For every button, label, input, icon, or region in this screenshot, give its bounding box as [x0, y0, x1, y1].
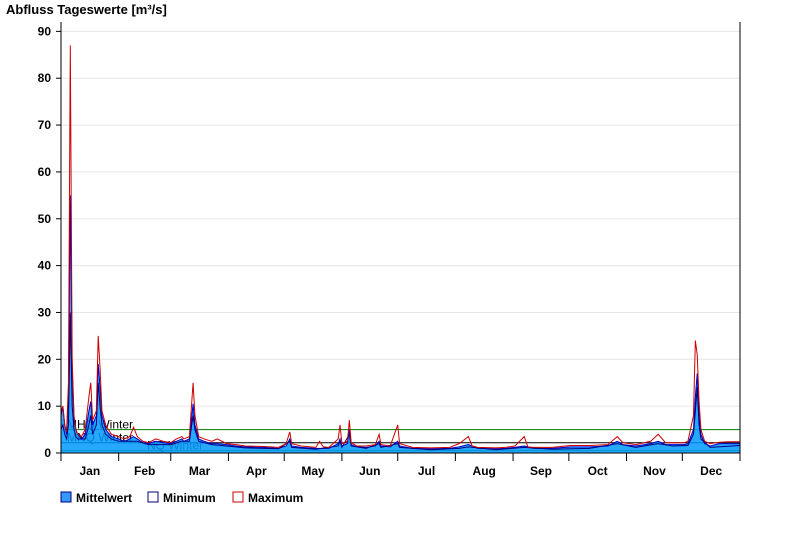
x-tick-label: Jul — [418, 464, 435, 478]
series-line-minimum — [60, 312, 741, 451]
legend-label: Maximum — [248, 491, 303, 505]
grid-lines — [61, 30, 740, 407]
x-tick-label: Aug — [473, 464, 496, 478]
x-tick-label: Sep — [530, 464, 552, 478]
legend: Mittelwert Minimum Maximum — [60, 491, 303, 505]
x-tick-label: Oct — [588, 464, 608, 478]
axes — [60, 22, 741, 454]
x-tick-label: Dec — [700, 464, 722, 478]
y-tick-label: 20 — [38, 352, 52, 366]
x-tick-label: Apr — [246, 464, 267, 478]
y-tick-label: 90 — [38, 24, 52, 38]
x-axis-ticks: Jan Feb Mar Apr May Jun Jul Aug Sep Oct Nov Dec — [60, 453, 741, 478]
legend-swatch — [147, 491, 159, 503]
x-tick-label: Jun — [359, 464, 380, 478]
series-area-mittelwert — [60, 195, 741, 454]
y-axis-ticks: 0 10 20 30 40 50 60 70 80 90 — [38, 24, 61, 460]
y-tick-label: 40 — [38, 259, 52, 273]
legend-label: Minimum — [163, 491, 216, 505]
x-tick-label: Feb — [134, 464, 155, 478]
x-tick-label: Mar — [189, 464, 211, 478]
y-tick-label: 50 — [38, 212, 52, 226]
legend-swatch — [60, 491, 72, 503]
y-tick-label: 0 — [44, 446, 51, 460]
chart-title: Abfluss Tageswerte [m³/s] — [6, 2, 167, 17]
x-tick-label: Nov — [643, 464, 666, 478]
y-tick-label: 60 — [38, 165, 52, 179]
x-tick-label: Jan — [79, 464, 100, 478]
legend-label: Mittelwert — [76, 491, 132, 505]
series-layer — [60, 45, 741, 454]
y-tick-label: 10 — [38, 399, 52, 413]
series-line-maximum — [60, 45, 740, 449]
y-tick-label: 80 — [38, 71, 52, 85]
y-tick-label: 70 — [38, 118, 52, 132]
legend-swatch — [232, 491, 244, 503]
x-tick-label: May — [301, 464, 325, 478]
y-tick-label: 30 — [38, 305, 52, 319]
